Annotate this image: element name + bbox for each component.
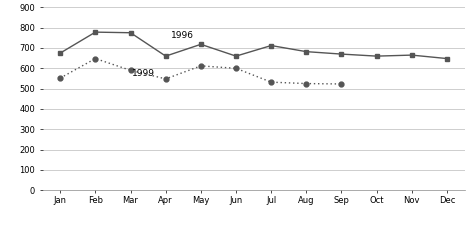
Text: 1999: 1999 xyxy=(132,70,155,79)
Text: 1996: 1996 xyxy=(171,31,194,40)
